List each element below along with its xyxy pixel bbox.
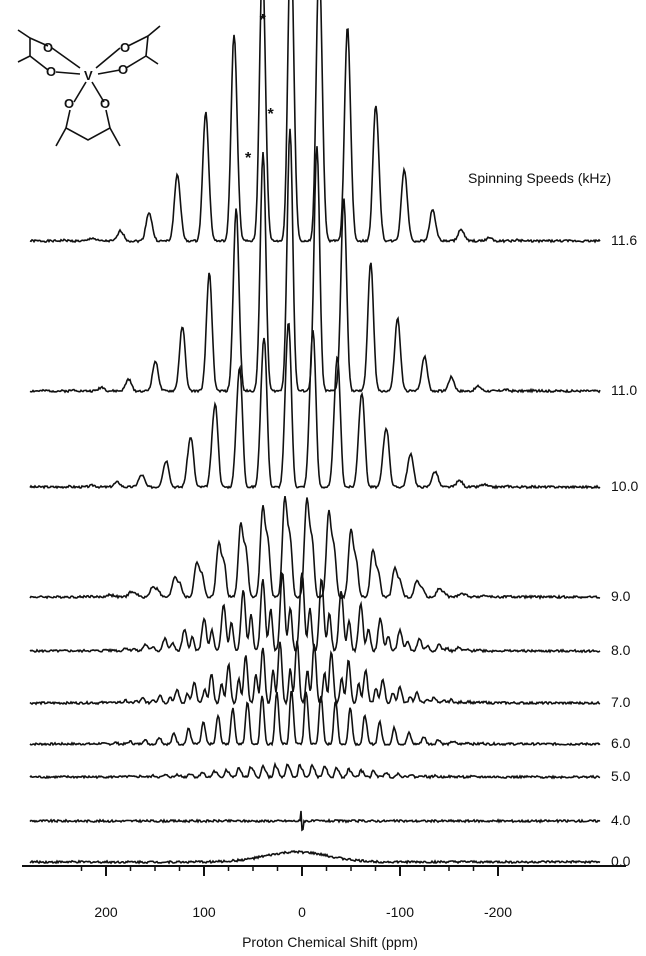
speed-label-11-6: 11.6 <box>611 232 638 248</box>
spectrum-trace-0-0 <box>29 849 601 865</box>
spectrum-trace-9-0 <box>29 495 601 600</box>
vanadium-acac-structure <box>17 25 161 147</box>
spectrum-trace-11-6 <box>29 0 601 244</box>
spectra-traces <box>29 0 601 865</box>
oxygen-atom-label: O <box>64 96 74 111</box>
x-tick-label: 100 <box>192 904 216 920</box>
speed-label-10-0: 10.0 <box>611 478 639 494</box>
x-tick-label: 0 <box>298 904 306 920</box>
oxygen-atom-label: O <box>100 96 110 111</box>
oxygen-atom-label: O <box>118 62 128 77</box>
x-axis-ticks <box>80 866 524 876</box>
spectrum-trace-10-0 <box>29 322 601 490</box>
speed-label-5-0: 5.0 <box>611 768 631 784</box>
spectrum-trace-6-0 <box>29 690 601 747</box>
speed-label-0-0: 0.0 <box>611 853 631 869</box>
speed-label-7-0: 7.0 <box>611 694 631 710</box>
x-axis-label: Proton Chemical Shift (ppm) <box>242 934 418 950</box>
speed-label-9-0: 9.0 <box>611 588 631 604</box>
oxygen-atom-label: O <box>46 64 56 79</box>
spectrum-trace-5-0 <box>29 761 601 780</box>
oxygen-atom-label: O <box>43 40 53 55</box>
speed-label-6-0: 6.0 <box>611 735 631 751</box>
peak-star-annotation: * <box>267 106 274 123</box>
oxygen-atom-label: O <box>120 40 130 55</box>
x-tick-label: 200 <box>94 904 118 920</box>
x-tick-label: -100 <box>385 904 415 920</box>
spectrum-trace-11-0 <box>29 128 601 394</box>
peak-star-annotation: * <box>244 150 252 167</box>
spectrum-trace-4-0 <box>29 810 601 832</box>
x-tick-label: -200 <box>483 904 513 920</box>
speed-label-11-0: 11.0 <box>611 382 638 398</box>
vanadium-atom-label: V <box>84 68 93 83</box>
speed-label-4-0: 4.0 <box>611 812 631 828</box>
peak-star-annotation: * <box>259 12 266 29</box>
speed-label-8-0: 8.0 <box>611 642 631 658</box>
spectrum-trace-7-0 <box>29 640 601 706</box>
legend-title: Spinning Speeds (kHz) <box>468 170 612 186</box>
